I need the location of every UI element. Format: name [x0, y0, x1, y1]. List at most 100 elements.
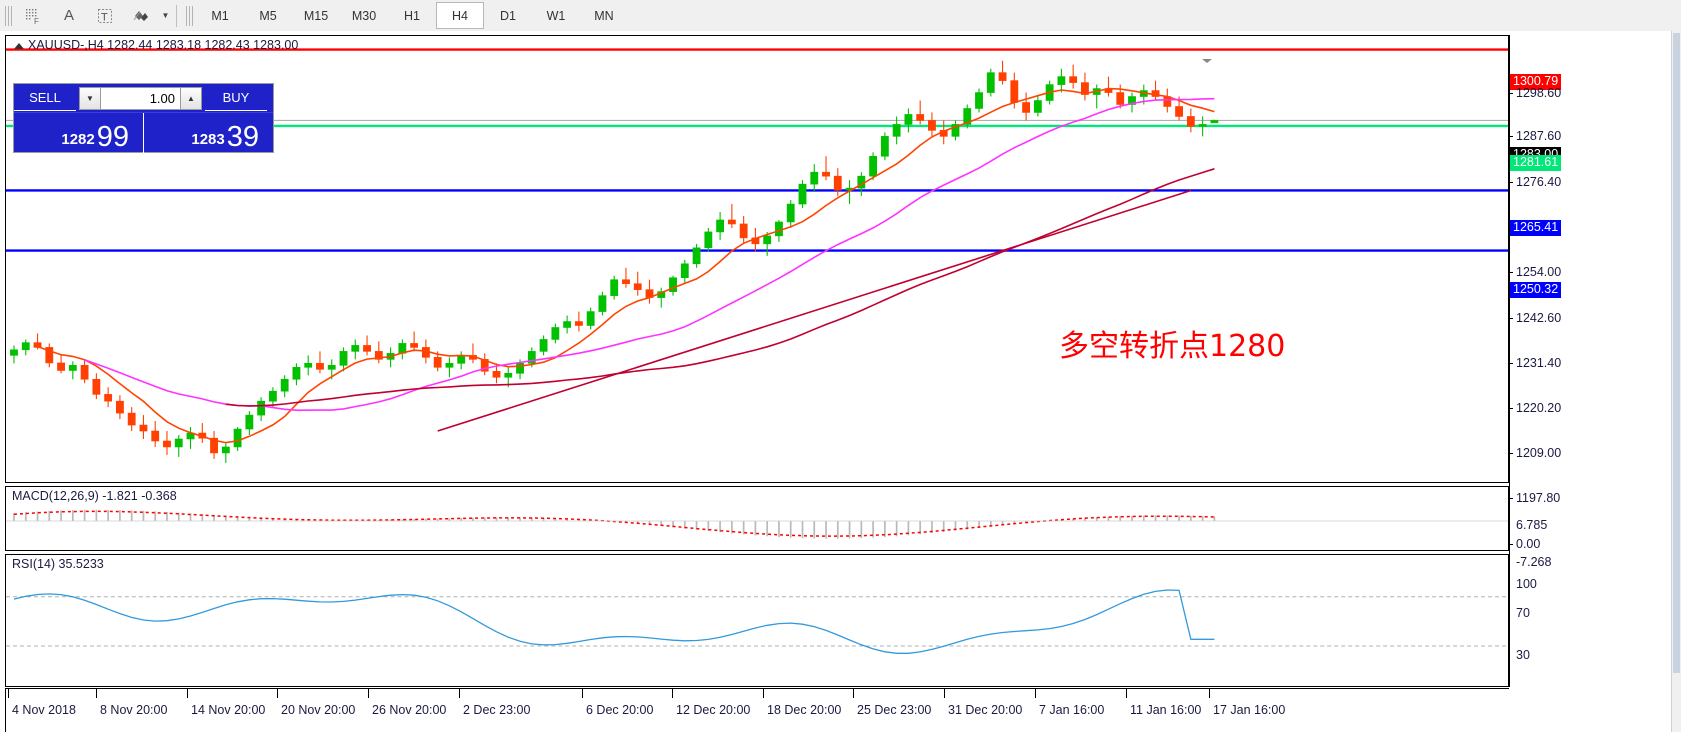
- macd-plot: [6, 509, 1508, 539]
- price-tag: 1300.79: [1510, 74, 1562, 90]
- timeframe-button-m1[interactable]: M1: [196, 2, 244, 29]
- time-axis-tick: [1035, 689, 1036, 698]
- time-axis-tick: [368, 689, 369, 698]
- price-axis-divider: [1509, 35, 1510, 687]
- objects-icon[interactable]: [123, 1, 159, 30]
- ma-slow-line: [225, 168, 1215, 407]
- vertical-scrollbar-thumb[interactable]: [1673, 33, 1680, 673]
- timeframe-label: H4: [452, 8, 468, 23]
- objects-glyph: [133, 10, 148, 21]
- volume-down-arrow-icon: ▼: [86, 93, 94, 103]
- time-axis-label: 17 Jan 16:00: [1213, 703, 1286, 717]
- text-label-icon[interactable]: T: [87, 1, 123, 30]
- time-axis-tick: [96, 689, 97, 698]
- price-axis-label: 1276.40: [1516, 175, 1562, 189]
- macd-signal-line: [13, 510, 1215, 537]
- time-axis-label: 12 Dec 20:00: [676, 703, 751, 717]
- timeframe-label: MN: [594, 8, 614, 23]
- sell-button[interactable]: 1282 99: [14, 113, 143, 153]
- timeframe-label: M1: [211, 8, 229, 23]
- timeframe-button-m5[interactable]: M5: [244, 2, 292, 29]
- buy-button[interactable]: 1283 39: [143, 113, 273, 153]
- time-axis-tick: [582, 689, 583, 698]
- text-a-icon[interactable]: A: [51, 1, 87, 30]
- ma-mid-line: [84, 97, 1215, 411]
- timeframe-toolbar-grip[interactable]: [184, 3, 194, 28]
- main-toolbar: F A T ▼ M1 M5 M15 M30 H1 H4 D1 W1 MN: [0, 0, 1681, 32]
- volume-input[interactable]: 1.00: [101, 86, 180, 110]
- rsi-line: [13, 589, 1215, 654]
- price-axis-label: 1197.80: [1516, 491, 1561, 505]
- timeframe-label: M15: [303, 8, 329, 23]
- timeframe-label: W1: [546, 8, 566, 23]
- volume-decrement-button[interactable]: ▼: [79, 86, 101, 110]
- price-axis-label: 1298.60: [1516, 86, 1562, 100]
- timeframe-button-w1[interactable]: W1: [532, 2, 580, 29]
- price-axis-label: 1242.60: [1516, 311, 1562, 325]
- time-axis-label: 18 Dec 20:00: [767, 703, 842, 717]
- trendline[interactable]: [437, 189, 1192, 432]
- sell-price-integer: 1282: [61, 131, 95, 148]
- time-axis-tick: [8, 689, 9, 698]
- price-axis-tick: [1509, 453, 1513, 454]
- price-axis-tick: [1509, 272, 1513, 273]
- rsi-axis-label: 30: [1516, 648, 1530, 662]
- vertical-scrollbar[interactable]: [1671, 31, 1681, 732]
- rsi-pane[interactable]: RSI(14) 35.5233: [5, 554, 1509, 687]
- price-axis-tick: [1509, 408, 1513, 409]
- rsi-label: RSI(14) 35.5233: [12, 557, 104, 571]
- time-axis-tick: [277, 689, 278, 698]
- timeframe-bar: M1 M5 M15 M30 H1 H4 D1 W1 MN: [196, 2, 628, 29]
- timeframe-button-m30[interactable]: M30: [340, 2, 388, 29]
- price-axis-tick: [1509, 136, 1513, 137]
- time-axis-label: 20 Nov 20:00: [281, 703, 356, 717]
- time-axis-tick: [853, 689, 854, 698]
- volume-stepper[interactable]: ▼ 1.00 ▲: [79, 86, 202, 110]
- rsi-axis-label: 100: [1516, 577, 1537, 591]
- time-axis-label: 26 Nov 20:00: [372, 703, 447, 717]
- one-click-trading-panel[interactable]: SELL ▼ 1.00 ▲ BUY 1282 99: [13, 83, 274, 153]
- timeframe-button-h4[interactable]: H4: [436, 2, 484, 29]
- timeframe-button-m15[interactable]: M15: [292, 2, 340, 29]
- pane-resize-grip[interactable]: [1200, 58, 1214, 63]
- time-axis-tick: [187, 689, 188, 698]
- price-axis[interactable]: 1300.79 1298.60 1287.60 1283.00 1281.61 1276.…: [1509, 35, 1681, 687]
- timeframe-button-mn[interactable]: MN: [580, 2, 628, 29]
- candlestick-series: [10, 60, 1219, 463]
- price-axis-label: 1220.20: [1516, 401, 1562, 415]
- volume-increment-button[interactable]: ▲: [180, 86, 202, 110]
- timeframe-label: M30: [351, 8, 377, 23]
- chart-annotation-text[interactable]: 多空转折点1280: [1059, 329, 1286, 364]
- price-plot: [6, 48, 1508, 463]
- buy-label[interactable]: BUY: [205, 85, 267, 111]
- macd-axis-label: -7.268: [1516, 555, 1552, 569]
- macd-axis-tick: [1509, 544, 1513, 545]
- macd-axis-label: 0.00: [1516, 537, 1541, 551]
- time-axis[interactable]: 4 Nov 2018 8 Nov 20:00 14 Nov 20:00 20 Nov …: [5, 688, 1509, 732]
- timeframe-button-h1[interactable]: H1: [388, 2, 436, 29]
- price-axis-tick: [1509, 318, 1513, 319]
- sell-price-decimal: 99: [96, 121, 129, 154]
- timeframe-button-d1[interactable]: D1: [484, 2, 532, 29]
- macd-pane[interactable]: MACD(12,26,9) -1.821 -0.368: [5, 486, 1509, 551]
- rsi-axis-label: 70: [1516, 606, 1530, 620]
- price-axis-label: 1287.60: [1516, 129, 1562, 143]
- ma-fast-line: [37, 87, 1215, 444]
- time-axis-label: 25 Dec 23:00: [857, 703, 932, 717]
- price-axis-tick: [1509, 498, 1513, 499]
- sell-label[interactable]: SELL: [14, 85, 76, 111]
- toolbar-drag-grip[interactable]: [3, 3, 13, 28]
- price-pane[interactable]: XAUUSD-,H4 1282.44 1283.18 1282.43 1283.…: [5, 35, 1509, 483]
- price-axis-label: 1254.00: [1516, 265, 1562, 279]
- svg-text:F: F: [34, 17, 39, 25]
- time-axis-tick: [1209, 689, 1210, 698]
- chart-area: XAUUSD-,H4 1282.44 1283.18 1282.43 1283.…: [0, 31, 1681, 732]
- timeframe-label: D1: [500, 8, 516, 23]
- chart-expand-triangle-icon[interactable]: [14, 43, 24, 49]
- crosshair-f-icon[interactable]: F: [15, 1, 51, 30]
- trade-panel-price-row: 1282 99 1283 39: [14, 113, 273, 153]
- timeframe-label: M5: [259, 8, 277, 23]
- time-axis-tick: [944, 689, 945, 698]
- objects-dropdown-arrow-icon[interactable]: ▼: [159, 2, 172, 29]
